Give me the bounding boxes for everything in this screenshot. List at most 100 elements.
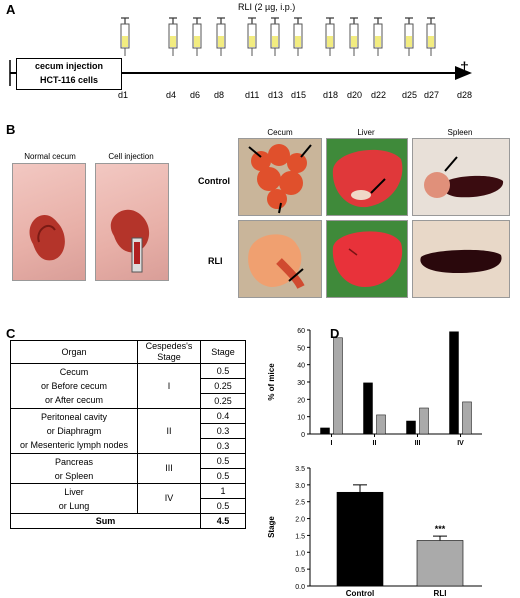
organ-cell: Cecum or Before cecum or After cecum xyxy=(10,363,138,409)
bar-rli-IV xyxy=(462,401,472,435)
photo-rli-liver xyxy=(326,220,408,298)
y-tick-label: 30 xyxy=(297,380,305,387)
stage-value-cell: 0.4 xyxy=(200,408,246,424)
stage-value-cell: 0.5 xyxy=(200,363,246,379)
cespedes-stage-table: Organ Cespedes's Stage Stage Cecum or Before… xyxy=(10,340,246,529)
sum-label: Sum xyxy=(10,513,201,529)
treatment-label: RLI (2 µg, i.p.) xyxy=(238,2,296,12)
y-tick-label: 20 xyxy=(297,397,305,404)
x-tick-label: RLI xyxy=(434,589,447,598)
syringe-icon xyxy=(373,17,383,56)
timeline-diagram xyxy=(9,17,472,86)
stage-value-cell: 0.5 xyxy=(200,498,246,514)
day-label: d15 xyxy=(291,90,307,100)
day-label: d11 xyxy=(245,90,260,100)
day-label: d25 xyxy=(402,90,418,100)
photo-control-liver xyxy=(326,138,408,216)
stage-value-cell: 0.3 xyxy=(200,423,246,439)
label-spleen: Spleen xyxy=(447,128,473,137)
label-liver: Liver xyxy=(357,128,375,137)
photo-rli-spleen xyxy=(412,220,510,298)
syringe-icon xyxy=(270,17,280,56)
syringe-icon xyxy=(325,17,335,56)
y-tick-label: 50 xyxy=(297,345,305,352)
day-label: d6 xyxy=(190,90,201,100)
y-axis-label: Stage xyxy=(267,516,276,538)
y-tick-label: 2.5 xyxy=(295,500,305,507)
syringe-icon xyxy=(216,17,226,56)
stage-value-cell: 1 xyxy=(200,483,246,499)
photo-control-spleen xyxy=(412,138,510,216)
day-label: d22 xyxy=(371,90,387,100)
syringe-icon xyxy=(404,17,414,56)
panel-label-d: D xyxy=(330,326,340,341)
x-tick-label: II xyxy=(373,440,377,447)
cespedes-stage-cell: III xyxy=(137,453,201,484)
x-tick-label: IV xyxy=(457,440,464,447)
organ-cell: Pancreas or Spleen xyxy=(10,453,138,484)
panel-label-a: A xyxy=(6,2,16,17)
bar-control-IV xyxy=(449,331,459,435)
y-tick-label: 1.5 xyxy=(295,533,305,540)
organ-cell: Peritoneal cavity or Diaphragm or Mesenter… xyxy=(10,408,138,454)
table-row: Liver or Lung IV 1 xyxy=(10,483,246,514)
bar-control-II xyxy=(363,382,373,435)
bar-rli-II xyxy=(376,414,386,435)
bar-control xyxy=(336,491,384,587)
stage-value-cell: 0.25 xyxy=(200,393,246,409)
table-row: Pancreas or Spleen III 0.5 xyxy=(10,453,246,484)
syringe-icon xyxy=(426,17,436,56)
y-tick-label: 60 xyxy=(297,328,305,335)
photo-control-cecum xyxy=(238,138,322,216)
x-tick-label: Control xyxy=(346,589,374,598)
table-header: Organ xyxy=(10,340,138,364)
stage-value-cell: 0.5 xyxy=(200,453,246,469)
bar-rli-I xyxy=(333,337,343,435)
end-day-label: d28 xyxy=(457,90,473,100)
injection-box-line2: HCT-116 cells xyxy=(39,75,99,85)
x-tick-label: I xyxy=(331,440,333,447)
day-label: d8 xyxy=(214,90,225,100)
y-tick-label: 0 xyxy=(301,432,305,439)
day-label: d13 xyxy=(268,90,284,100)
row-label-control: Control xyxy=(198,176,230,186)
stage-value-cell: 0.3 xyxy=(200,438,246,454)
y-tick-label: 3.0 xyxy=(295,483,305,490)
y-tick-label: 3.5 xyxy=(295,466,305,473)
y-axis-label: % of mice xyxy=(267,363,276,401)
y-tick-label: 1.0 xyxy=(295,550,305,557)
syringe-icon xyxy=(192,17,202,56)
bar-rli-III xyxy=(419,407,429,435)
day-label: d27 xyxy=(424,90,440,100)
bar-control-I xyxy=(320,427,330,435)
dagger-symbol: † xyxy=(460,60,469,77)
day-label: d20 xyxy=(347,90,363,100)
y-tick-label: 0.5 xyxy=(295,567,305,574)
x-tick-label: III xyxy=(415,440,421,447)
photo-cell-injection xyxy=(95,163,169,281)
table-row: Cecum or Before cecum or After cecum I 0.5 xyxy=(10,363,246,409)
panel-label-b: B xyxy=(6,122,16,137)
syringe-icon xyxy=(168,17,178,56)
organ-cell: Liver or Lung xyxy=(10,483,138,514)
bar-rli xyxy=(416,540,464,587)
y-tick-label: 0.0 xyxy=(295,584,305,591)
y-tick-label: 10 xyxy=(297,415,305,422)
day-label: d1 xyxy=(118,90,129,100)
panel-label-c: C xyxy=(6,326,16,341)
cespedes-stage-cell: I xyxy=(137,363,201,409)
table-sum-row: Sum 4.5 xyxy=(10,513,246,529)
table-row: Peritoneal cavity or Diaphragm or Mesenter… xyxy=(10,408,246,454)
y-tick-label: 40 xyxy=(297,363,305,370)
y-tick-label: 2.0 xyxy=(295,517,305,524)
syringe-icon xyxy=(293,17,303,56)
syringe-icon xyxy=(349,17,359,56)
label-normal-cecum: Normal cecum xyxy=(24,152,76,161)
chart-mean-stage: 0.0 0.5 1.0 1.5 2.0 2.5 3.0 3.5 Stage Control RLI *… xyxy=(267,466,482,598)
photo-normal-cecum xyxy=(12,163,86,281)
row-label-rli: RLI xyxy=(208,256,223,266)
day-label: d4 xyxy=(166,90,177,100)
table-header: Stage xyxy=(200,340,246,364)
timeline-arrowhead xyxy=(455,66,472,80)
